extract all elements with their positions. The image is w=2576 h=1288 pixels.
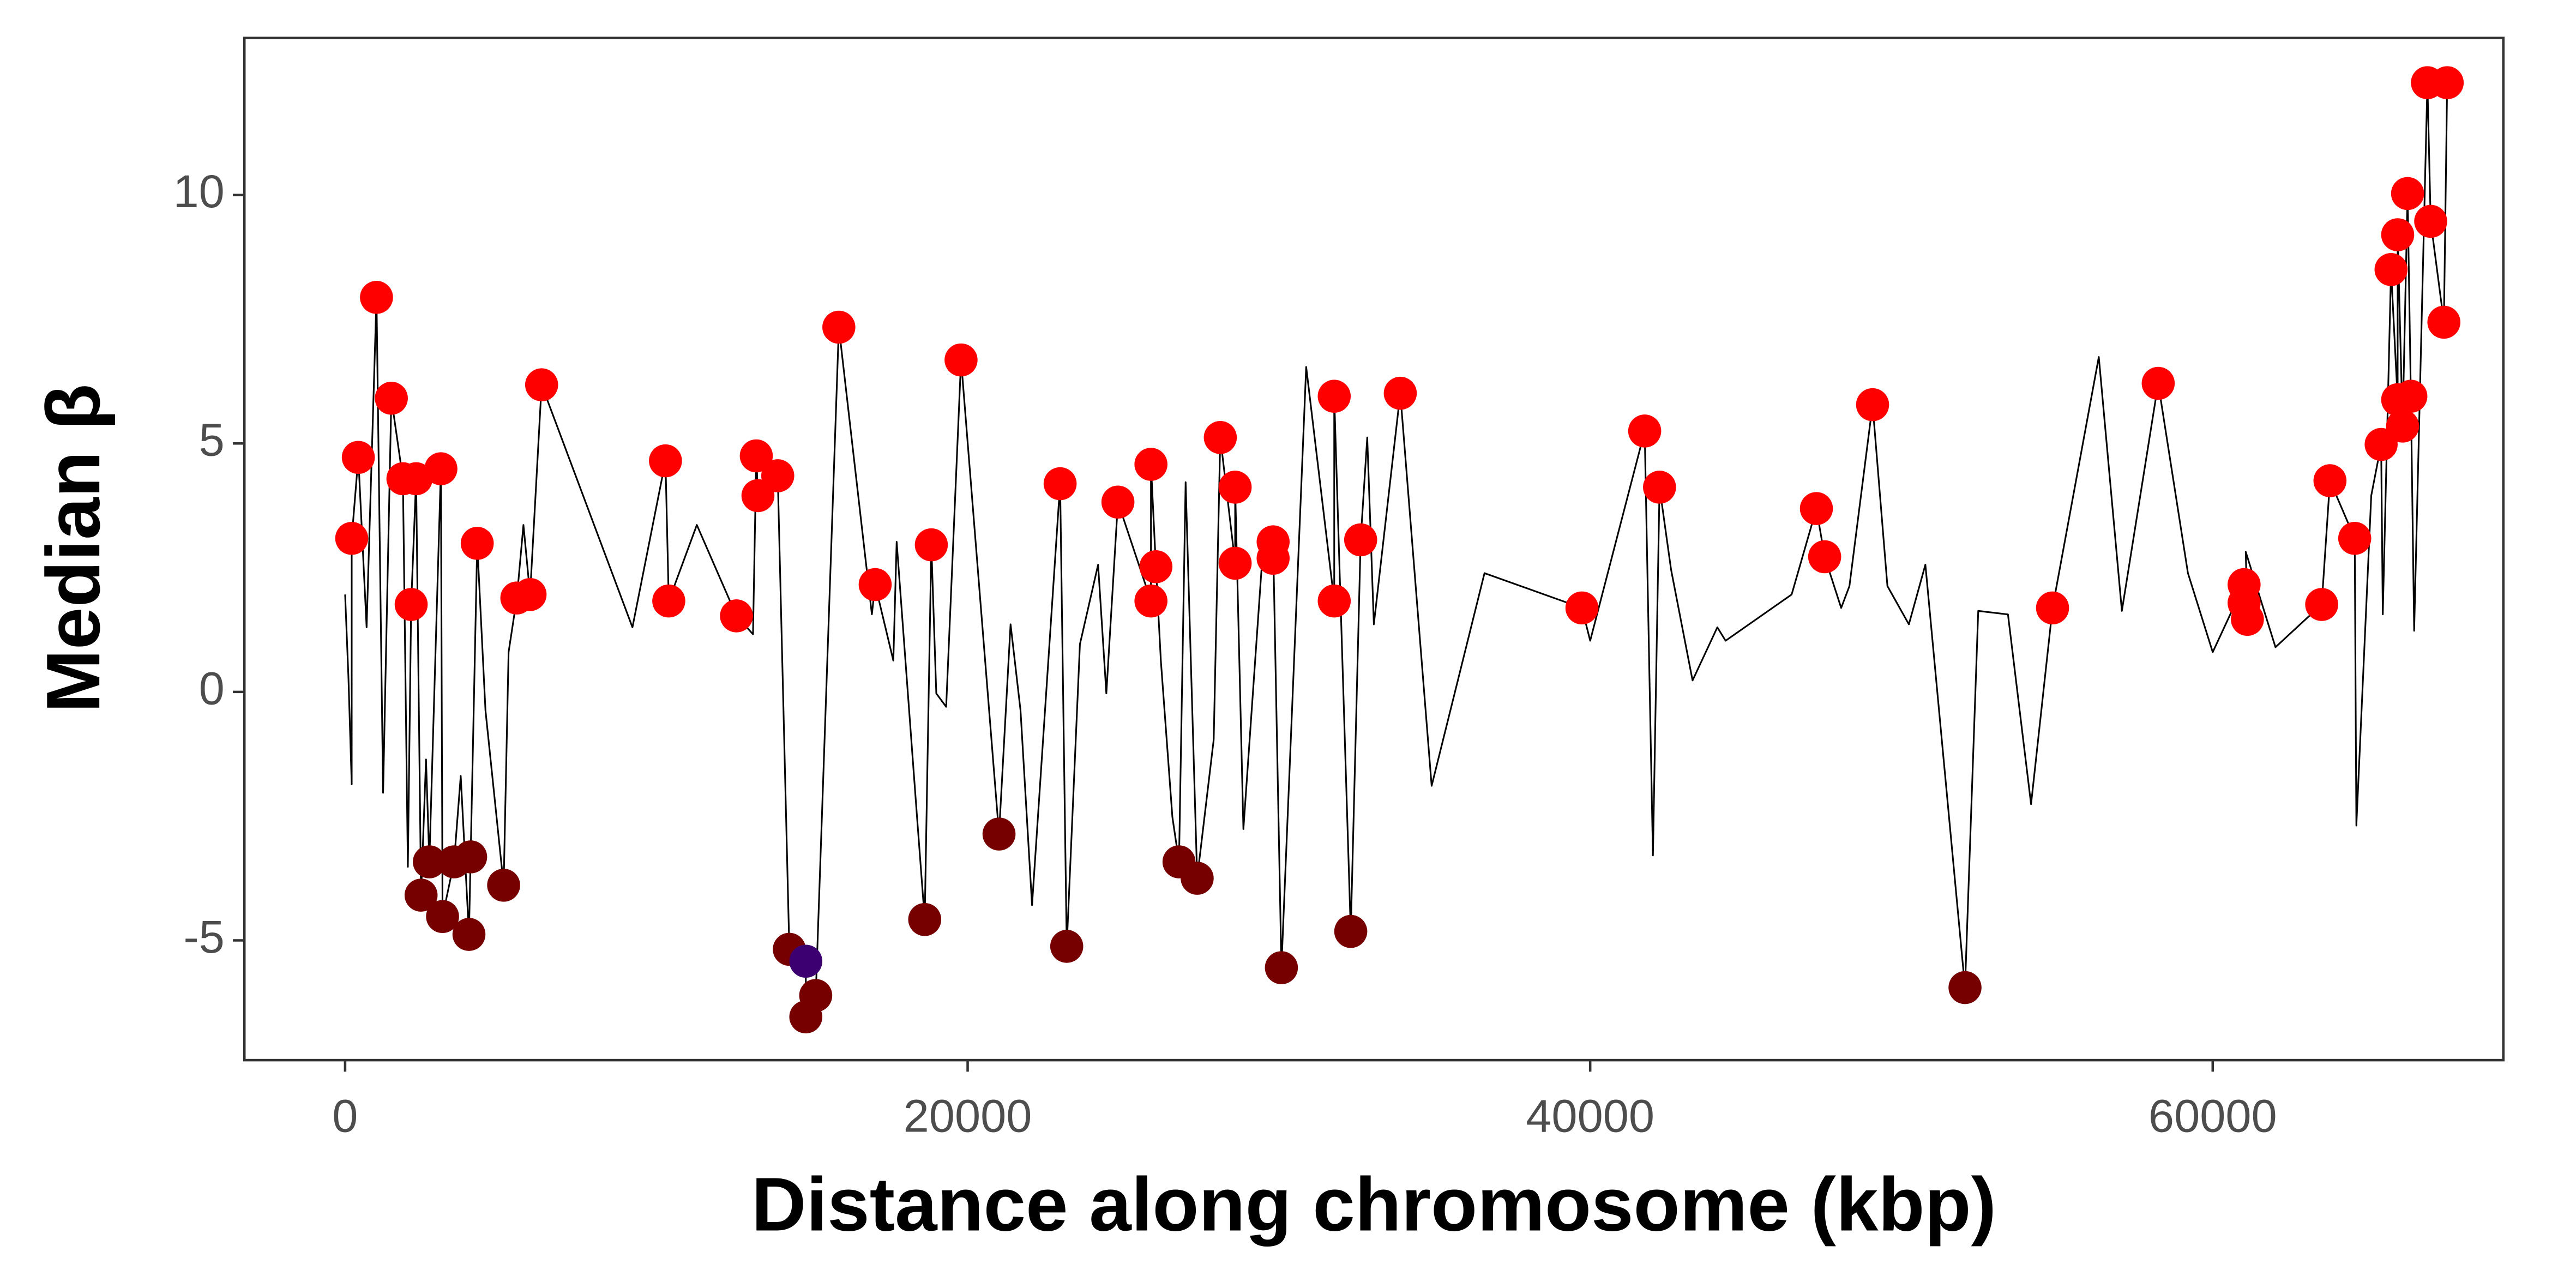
data-point	[1344, 523, 1377, 557]
data-point	[360, 281, 393, 314]
data-point	[789, 944, 823, 978]
data-point	[1218, 471, 1252, 504]
y-tick-label: -5	[183, 911, 224, 962]
data-point	[652, 584, 685, 618]
data-point	[424, 452, 458, 485]
data-point	[1808, 540, 1841, 574]
plot-border	[243, 37, 2505, 1062]
data-point	[1101, 485, 1135, 519]
data-point	[908, 902, 942, 936]
data-point	[454, 840, 487, 874]
x-tick-label: 40000	[1526, 1090, 1654, 1142]
data-point	[982, 817, 1016, 851]
data-point	[1203, 421, 1237, 454]
data-point	[2313, 464, 2347, 497]
data-point	[1383, 376, 1417, 410]
data-point	[2374, 253, 2408, 286]
data-point	[2394, 380, 2428, 413]
data-point	[914, 528, 948, 562]
data-point	[1334, 914, 1368, 948]
data-point	[720, 599, 753, 633]
data-point	[375, 382, 408, 415]
data-point	[2364, 428, 2398, 461]
y-tick-label: 10	[173, 165, 225, 217]
data-point	[1256, 541, 1290, 575]
data-point	[2231, 603, 2264, 636]
data-point	[649, 444, 682, 478]
data-point	[944, 343, 978, 377]
data-point	[1181, 862, 1214, 895]
data-point	[2381, 218, 2415, 251]
data-point	[2305, 588, 2338, 621]
data-point	[2141, 366, 2175, 400]
data-point	[426, 900, 459, 934]
data-point	[2036, 591, 2069, 625]
data-point	[1134, 448, 1167, 481]
y-tick-label: 5	[199, 414, 225, 466]
data-point	[2430, 66, 2464, 99]
data-point	[1218, 546, 1252, 580]
data-line	[344, 82, 2448, 1018]
data-point	[1139, 550, 1173, 583]
data-point	[404, 878, 438, 912]
data-point	[799, 979, 833, 1012]
data-point	[858, 568, 892, 601]
data-point	[1317, 380, 1351, 413]
data-point	[335, 522, 369, 555]
data-point	[822, 310, 856, 344]
data-point	[513, 577, 547, 611]
data-point	[1856, 388, 1889, 422]
x-tick-label: 60000	[2148, 1090, 2277, 1142]
data-point	[1643, 471, 1676, 504]
x-tick-label: 0	[332, 1090, 358, 1142]
data-point	[525, 368, 558, 401]
x-axis-title: Distance along chromosome (kbp)	[751, 1161, 1996, 1247]
data-point	[1134, 584, 1167, 618]
data-point	[413, 845, 446, 878]
y-axis-title: Median β	[31, 384, 116, 713]
data-point	[1043, 467, 1077, 501]
data-point	[2386, 410, 2419, 443]
data-point	[1799, 492, 1833, 525]
data-point	[452, 918, 486, 951]
data-point	[2338, 522, 2372, 555]
data-point	[739, 439, 773, 473]
data-point	[1948, 971, 1982, 1004]
data-point	[1050, 930, 1084, 963]
data-point	[399, 462, 433, 496]
x-tick-label: 20000	[904, 1090, 1032, 1142]
data-point	[460, 527, 494, 560]
data-point	[1265, 951, 1298, 984]
data-point	[1628, 414, 1662, 448]
data-point	[2391, 177, 2424, 210]
data-point	[2427, 305, 2461, 339]
data-point	[394, 588, 428, 621]
data-point	[341, 441, 375, 474]
data-point	[487, 869, 520, 902]
y-tick-label: 0	[199, 662, 225, 714]
data-point	[1565, 591, 1599, 625]
data-point	[1317, 584, 1351, 618]
data-point	[761, 459, 795, 492]
data-point	[2414, 204, 2447, 238]
